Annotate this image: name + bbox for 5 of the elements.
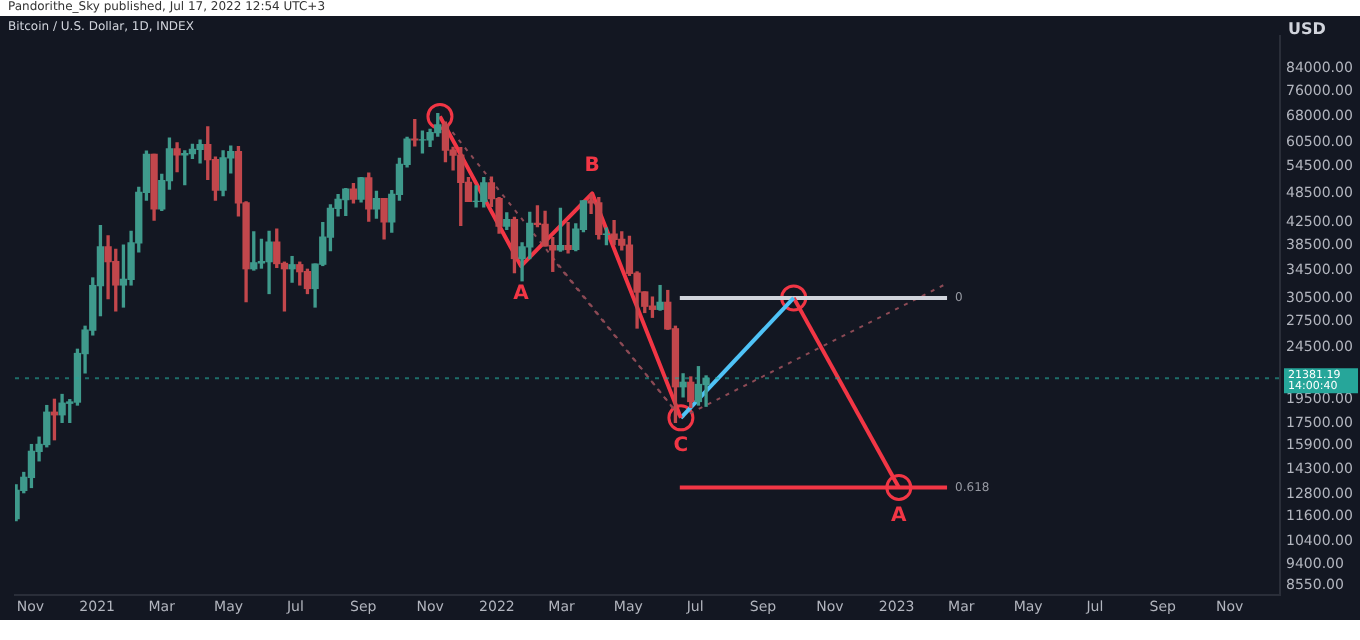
annotation: B — [584, 154, 600, 177]
annotation: C — [673, 435, 689, 458]
annotation: A — [513, 283, 530, 306]
y-axis-title: USD — [1288, 20, 1327, 39]
annotation: A — [891, 504, 908, 527]
